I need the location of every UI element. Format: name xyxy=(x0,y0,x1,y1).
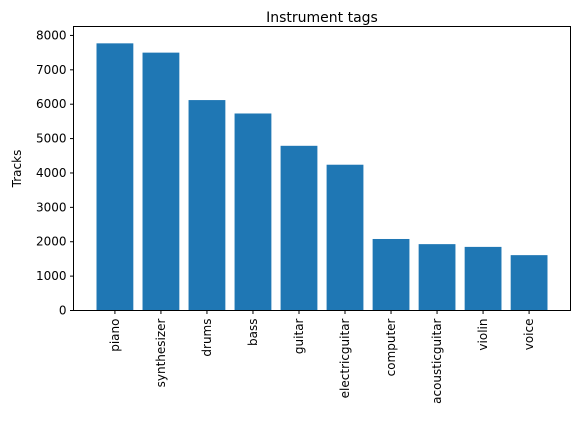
x-tick-label-piano: piano xyxy=(108,319,122,352)
y-tick-label: 8000 xyxy=(36,28,67,42)
bar-computer xyxy=(372,238,410,311)
y-tick-label: 6000 xyxy=(36,97,67,111)
y-axis-ticks: 0 1000 2000 3000 4000 5000 6000 7000 8000 xyxy=(36,28,74,318)
chart-title: Instrument tags xyxy=(266,10,378,26)
x-tick-label-bass: bass xyxy=(246,319,260,346)
bar-acousticguitar xyxy=(418,244,456,311)
bar-violin xyxy=(464,246,502,311)
x-tick-label-voice: voice xyxy=(522,319,536,351)
y-tick-label: 3000 xyxy=(36,200,67,214)
bar-voice xyxy=(510,255,548,311)
plot-frame xyxy=(73,26,571,311)
bar-guitar xyxy=(280,145,318,311)
x-tick-label-guitar: guitar xyxy=(292,318,306,354)
x-tick-label-violin: violin xyxy=(476,319,490,351)
x-tick-label-computer: computer xyxy=(384,318,398,376)
y-tick-label: 0 xyxy=(59,304,67,318)
y-tick-label: 2000 xyxy=(36,235,67,249)
y-axis-label: Tracks xyxy=(10,150,24,189)
bars xyxy=(96,43,548,311)
bar-synthesizer xyxy=(142,52,180,311)
y-tick-label: 4000 xyxy=(36,166,67,180)
bar-electricguitar xyxy=(326,164,364,311)
y-tick-label: 5000 xyxy=(36,132,67,146)
x-tick-label-acousticguitar: acousticguitar xyxy=(430,318,444,403)
y-tick-label: 7000 xyxy=(36,63,67,77)
y-tick-label: 1000 xyxy=(36,269,67,283)
bar-drums xyxy=(188,100,226,311)
x-tick-label-electricguitar: electricguitar xyxy=(338,318,352,398)
x-tick-label-synthesizer: synthesizer xyxy=(154,318,168,387)
bar-piano xyxy=(96,43,134,311)
x-axis-ticks: piano synthesizer drums bass guitar electricg… xyxy=(108,310,536,404)
bar-bass xyxy=(234,113,272,311)
x-tick-label-drums: drums xyxy=(200,319,214,357)
